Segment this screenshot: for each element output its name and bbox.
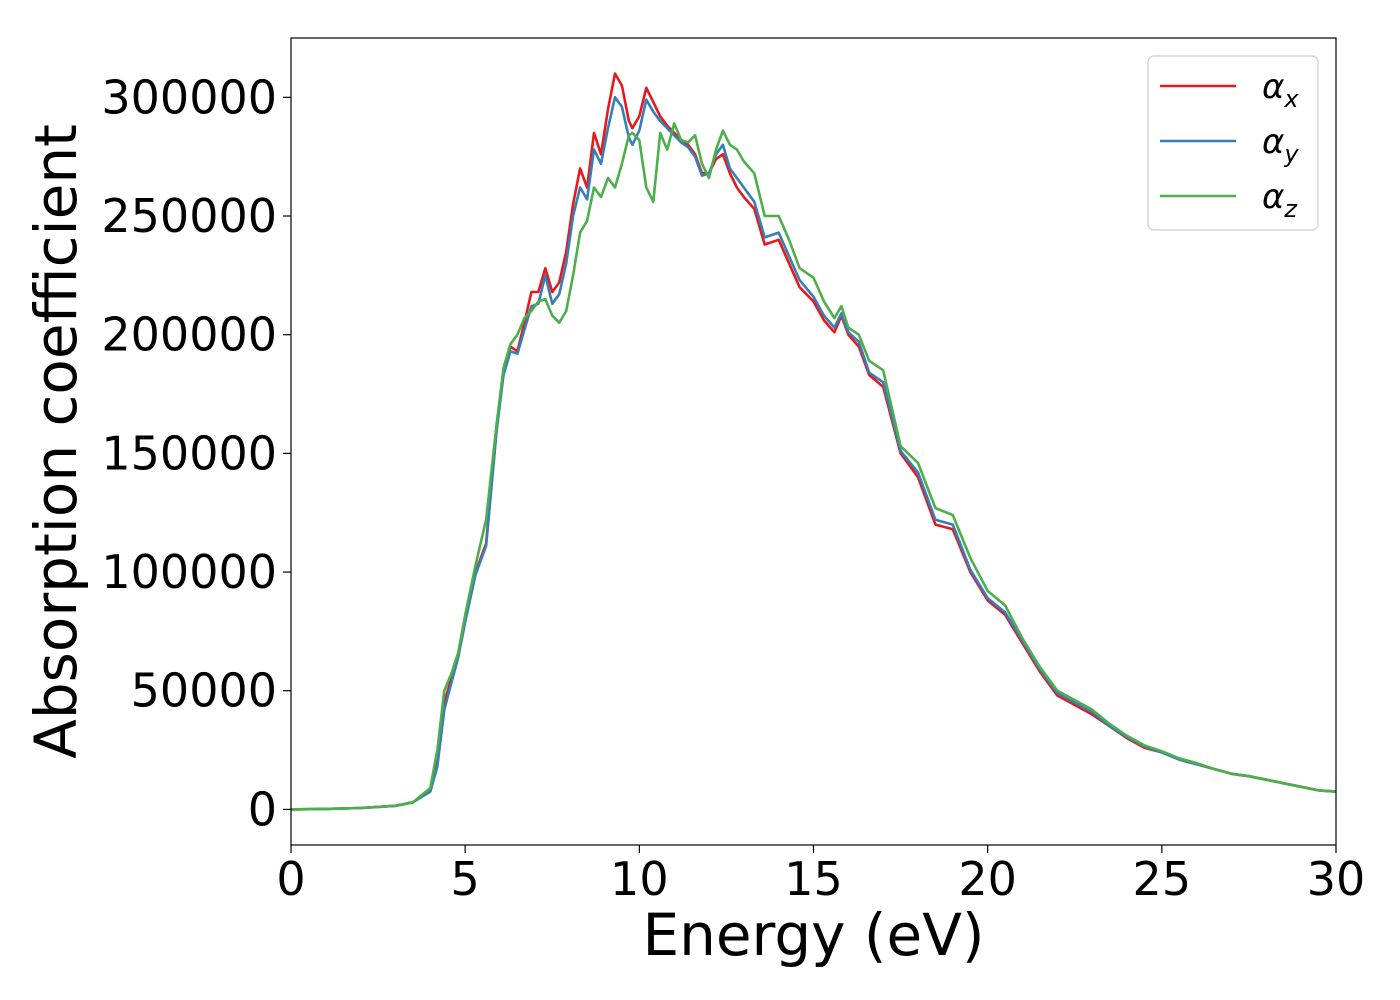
legend-label: αx	[1262, 67, 1299, 113]
y-tick-label: 150000	[101, 426, 277, 480]
y-tick-label: 250000	[101, 189, 277, 243]
x-axis-ticks: 0 5 10 15 20 25 30	[276, 845, 1365, 906]
legend-label: αz	[1262, 177, 1298, 223]
x-axis-label: Energy (eV)	[642, 901, 984, 969]
y-axis-ticks: 0 50000 100000 150000 200000 250000 300000	[101, 70, 291, 836]
x-tick-label: 30	[1307, 852, 1366, 906]
y-axis-label: Absorption coefficient	[22, 124, 90, 759]
y-tick-label: 200000	[101, 308, 277, 362]
x-tick-label: 0	[276, 852, 305, 906]
legend-label-subscript: z	[1283, 195, 1298, 223]
y-tick-label: 300000	[101, 70, 277, 124]
x-tick-label: 5	[451, 852, 480, 906]
legend-label-subscript: y	[1283, 140, 1299, 168]
x-tick-label: 25	[1133, 852, 1192, 906]
legend-label-base: α	[1262, 67, 1284, 107]
x-tick-label: 20	[958, 852, 1017, 906]
plot-frame	[290, 37, 1337, 846]
x-tick-label: 10	[610, 852, 669, 906]
legend-label: αy	[1262, 122, 1299, 168]
y-tick-label: 100000	[101, 545, 277, 599]
legend-label-base: α	[1262, 122, 1284, 162]
x-tick-label: 15	[784, 852, 843, 906]
legend-label-base: α	[1262, 177, 1284, 217]
series-line-z	[290, 122, 1337, 811]
legend-label-subscript: x	[1283, 85, 1299, 113]
y-tick-label: 0	[248, 782, 277, 836]
legend-box	[1147, 55, 1319, 231]
y-tick-label: 50000	[131, 664, 277, 718]
series-lines	[290, 72, 1337, 811]
